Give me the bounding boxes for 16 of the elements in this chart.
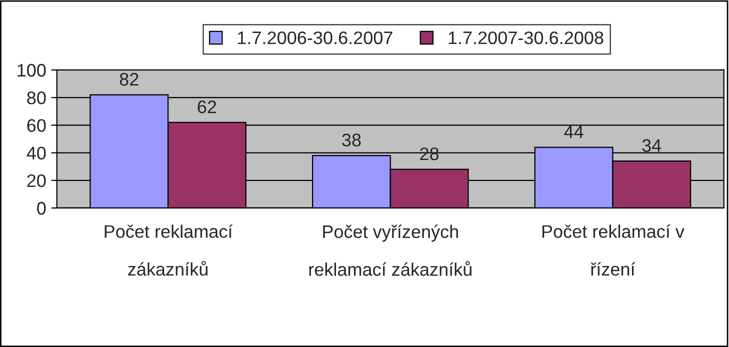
data-label: 82: [120, 72, 138, 86]
y-tick-label: 80: [27, 92, 46, 104]
legend-label: 1.7.2007-30.6.2008: [448, 31, 604, 44]
data-label: 44: [564, 126, 584, 138]
category-label: Počet reklamací zákazníků: [104, 224, 233, 276]
y-tick-label: 40: [26, 146, 46, 160]
y-tick-label: 20: [27, 174, 46, 188]
y-tick-label: 60: [27, 119, 46, 132]
data-label: 62: [198, 100, 216, 114]
legend-label: 1.7.2006-30.6.2007: [238, 31, 392, 44]
data-label: 34: [642, 139, 662, 152]
x-tick-label: Počet vyřízených reklamací zákazníků: [309, 224, 472, 276]
y-tick-label: 0: [37, 202, 46, 215]
y-tick-label: 100: [18, 64, 46, 77]
data-label: 38: [342, 134, 361, 146]
category-label: Počet reklamací v řízení: [542, 224, 684, 276]
